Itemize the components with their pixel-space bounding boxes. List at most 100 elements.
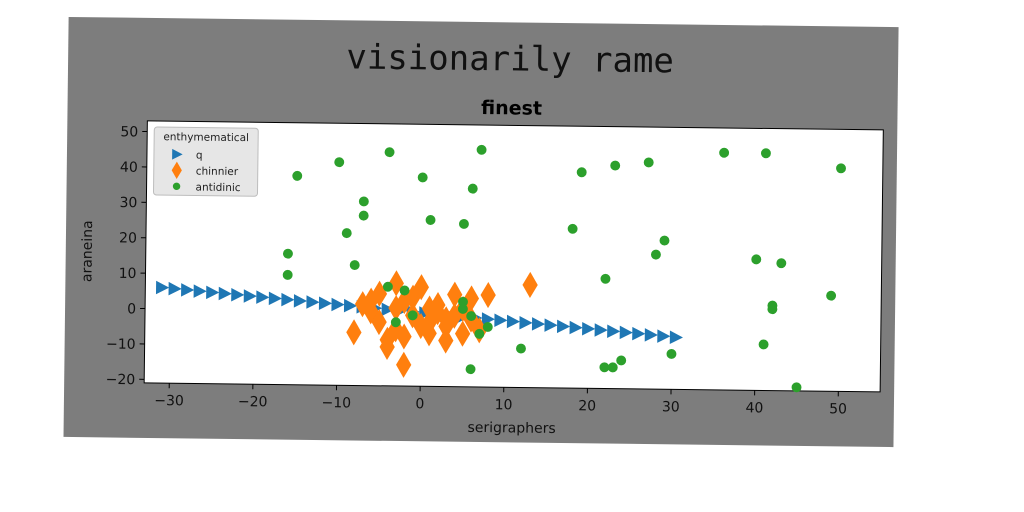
x-tick-label: 20 (578, 398, 596, 414)
data-point-q (193, 284, 207, 298)
data-point-antidinic (390, 317, 401, 328)
data-point-chinnier (522, 271, 538, 298)
data-point-q (594, 323, 608, 337)
data-point-antidinic (474, 328, 485, 339)
y-tick-label: 0 (127, 301, 136, 317)
data-point-antidinic (358, 196, 369, 207)
x-tick-label: −20 (238, 394, 268, 410)
data-point-q (155, 280, 170, 295)
data-point-chinnier (454, 320, 471, 347)
data-point-q (481, 312, 496, 326)
data-point-antidinic (616, 355, 627, 366)
data-point-antidinic (666, 348, 677, 359)
data-point-antidinic (659, 235, 670, 246)
data-point-antidinic (465, 364, 476, 375)
data-point-chinnier (421, 320, 437, 347)
data-point-q (669, 330, 683, 345)
legend-box (153, 126, 259, 197)
data-point-antidinic (836, 163, 846, 174)
data-point-q (206, 285, 220, 300)
data-point-antidinic (826, 290, 837, 301)
data-point-q (231, 287, 245, 302)
data-point-antidinic (482, 321, 493, 332)
data-point-q (582, 322, 596, 336)
data-point-chinnier (346, 319, 362, 346)
data-point-chinnier (463, 285, 480, 312)
data-point-antidinic (349, 260, 360, 271)
data-point-antidinic (600, 273, 611, 284)
legend-label-q: q (196, 150, 203, 162)
data-point-q (494, 313, 508, 328)
data-point-antidinic (282, 248, 293, 259)
data-point-antidinic (417, 172, 428, 183)
data-point-q (281, 292, 295, 307)
data-point-antidinic (358, 210, 369, 221)
data-point-antidinic (341, 228, 352, 239)
data-point-q (331, 297, 345, 312)
y-tick-label: 30 (119, 195, 137, 211)
data-point-chinnier (388, 270, 404, 297)
y-tick-label: 10 (119, 266, 137, 282)
data-point-antidinic (399, 285, 410, 296)
data-point-q (318, 296, 333, 311)
data-point-antidinic (776, 258, 787, 269)
data-point-antidinic (719, 147, 730, 158)
legend-items: q chinnier antidinic (171, 148, 241, 194)
data-point-q (531, 317, 546, 331)
data-point-antidinic (458, 296, 468, 307)
data-point-chinnier (371, 308, 387, 336)
data-point-chinnier (396, 351, 412, 378)
data-point-q (306, 295, 320, 309)
data-point-antidinic (466, 311, 477, 322)
series-antidinic (282, 144, 846, 393)
x-tick-label: 50 (829, 401, 847, 417)
y-tick-label: −20 (106, 372, 136, 388)
data-point-q (632, 326, 646, 341)
data-point-q (381, 302, 395, 317)
data-point-chinnier (405, 284, 421, 311)
data-point-antidinic (767, 304, 778, 315)
data-point-q (506, 314, 521, 329)
data-point-q (343, 298, 358, 313)
data-point-chinnier (388, 295, 404, 322)
x-tick-label: 10 (495, 397, 513, 413)
x-axis-label: serigraphers (467, 420, 555, 437)
data-point-antidinic (425, 215, 436, 225)
data-point-q (556, 319, 571, 334)
data-point-antidinic (282, 269, 293, 280)
data-point-q (519, 315, 533, 330)
chart-legend: enthymematical q chinnier antidinic (153, 126, 259, 197)
y-axis-label: araneina (79, 220, 96, 282)
data-point-antidinic (751, 254, 762, 265)
data-point-q (243, 289, 257, 303)
data-point-antidinic (650, 249, 661, 260)
data-point-antidinic (382, 281, 393, 292)
legend-marker-antidinic (172, 182, 181, 191)
y-tick-label: 40 (120, 160, 138, 176)
data-point-antidinic (599, 362, 610, 373)
legend-marker-chinnier (171, 161, 182, 179)
x-tick-label: 0 (415, 396, 424, 412)
plot-area (143, 120, 884, 393)
data-point-antidinic (292, 170, 303, 181)
data-point-antidinic (458, 218, 469, 229)
data-point-chinnier (447, 281, 463, 308)
x-tick-label: 40 (745, 400, 763, 416)
x-axis-ticks: −30 −20 −10 0 10 20 30 40 50 (154, 383, 847, 417)
data-point-q (644, 328, 658, 342)
chart-title: finest (481, 97, 542, 120)
data-point-q (218, 286, 232, 301)
data-point-chinnier (480, 282, 496, 309)
data-point-antidinic (467, 183, 478, 194)
chart-marks (155, 144, 846, 393)
x-tick-label: 30 (662, 399, 680, 415)
data-point-q (657, 329, 671, 343)
x-tick-label: −30 (154, 393, 184, 409)
y-tick-label: 50 (120, 124, 138, 140)
data-point-q (607, 324, 621, 338)
data-point-antidinic (607, 362, 618, 373)
y-axis-ticks: −20 −10 0 10 20 30 40 50 (106, 124, 148, 388)
data-point-antidinic (334, 157, 345, 168)
data-point-q (619, 325, 633, 340)
data-point-q (544, 318, 558, 332)
